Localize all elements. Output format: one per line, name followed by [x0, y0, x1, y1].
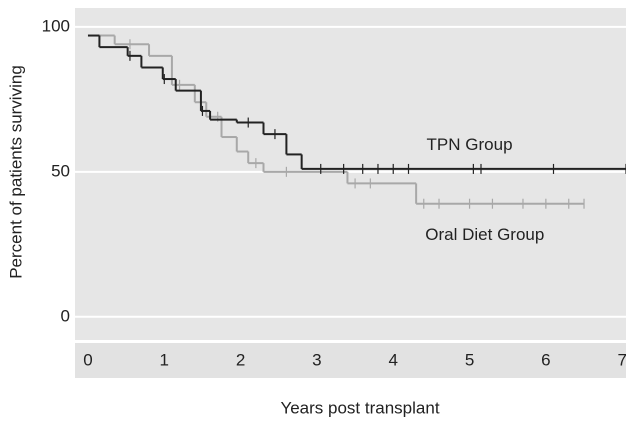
y-axis-label: Percent of patients surviving: [6, 65, 25, 279]
y-tick-label: 0: [61, 306, 70, 325]
x-tick-label: 2: [236, 350, 245, 369]
y-tick-label: 50: [51, 161, 70, 180]
x-axis-band: [75, 343, 626, 378]
x-tick-label: 6: [541, 350, 550, 369]
x-axis-label: Years post transplant: [280, 398, 439, 417]
x-tick-label: 7: [617, 350, 626, 369]
annotation: TPN Group: [427, 135, 513, 154]
annotation: Oral Diet Group: [425, 225, 544, 244]
y-tick-label: 100: [42, 16, 70, 35]
plot-area: [75, 8, 626, 340]
x-tick-label: 5: [465, 350, 474, 369]
x-tick-label: 3: [312, 350, 321, 369]
x-tick-label: 1: [160, 350, 169, 369]
x-tick-label: 4: [389, 350, 398, 369]
x-tick-label: 0: [83, 350, 92, 369]
